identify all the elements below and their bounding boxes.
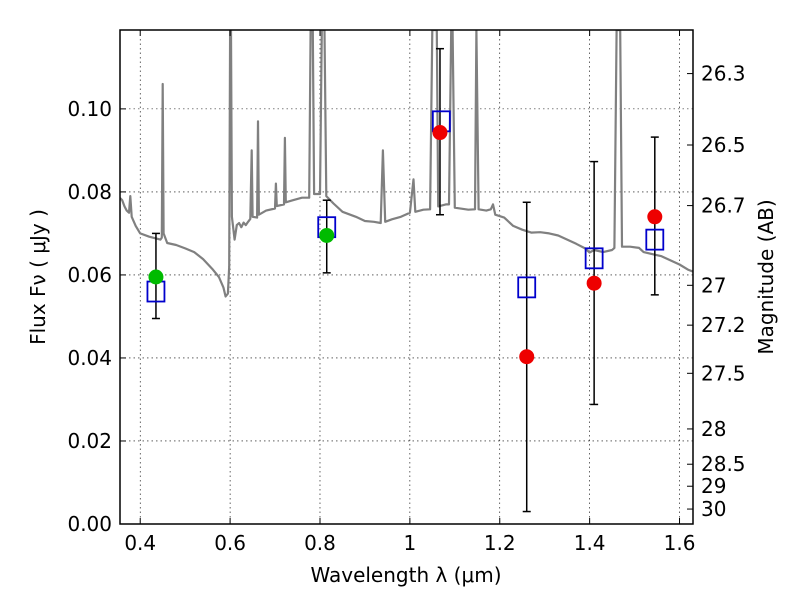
y-right-tick-label: 30 [701,497,726,521]
optical-data-point [148,269,164,285]
plot-area [120,30,693,513]
y-tick-label: 0.02 [67,429,112,453]
y-tick-label: 0.10 [67,97,112,121]
y-right-tick-label: 29 [701,474,726,498]
optical-data-point [319,227,335,243]
plot-frame [119,29,694,525]
y-axis-label: Flux Fν ( μJy ) [26,209,50,345]
y-right-tick-label: 28 [701,417,726,441]
x-tick-label: 1 [404,531,417,555]
y-right-tick-label: 27.2 [701,313,746,337]
y-right-tick-label: 26.3 [701,62,746,86]
y-tick-label: 0.04 [67,346,112,370]
model-point [645,228,665,251]
infrared-data-point [586,275,602,291]
y-right-tick-label: 27 [701,273,726,297]
infrared-data-point [432,125,448,141]
x-tick-label: 0.4 [124,531,156,555]
x-axis: 0.4 0.6 0.8 1 1.2 1.4 1.6 [124,30,695,555]
infrared-data-point [519,349,535,365]
y-right-tick-label: 28.5 [701,452,746,476]
x-tick-label: 1.4 [574,531,606,555]
infrared-data-point [647,209,663,225]
y-tick-label: 0.08 [67,180,112,204]
model-point [584,247,604,270]
x-tick-label: 1.2 [484,531,516,555]
x-axis-label: Wavelength λ (μm) [310,563,501,587]
x-tick-label: 1.6 [664,531,696,555]
x-tick-label: 0.8 [304,531,336,555]
y-tick-label: 0.06 [67,263,112,287]
x-tick-label: 0.6 [214,531,246,555]
y-right-tick-label: 26.5 [701,133,746,157]
y-axis-left: 0.00 0.02 0.04 0.06 0.08 0.10 [67,97,126,536]
model-point [517,276,537,299]
y-tick-label: 0.00 [67,512,112,536]
y-right-tick-label: 27.5 [701,361,746,385]
y-axis-right-label: Magnitude (AB) [754,199,778,354]
y-right-tick-label: 26.7 [701,194,746,218]
